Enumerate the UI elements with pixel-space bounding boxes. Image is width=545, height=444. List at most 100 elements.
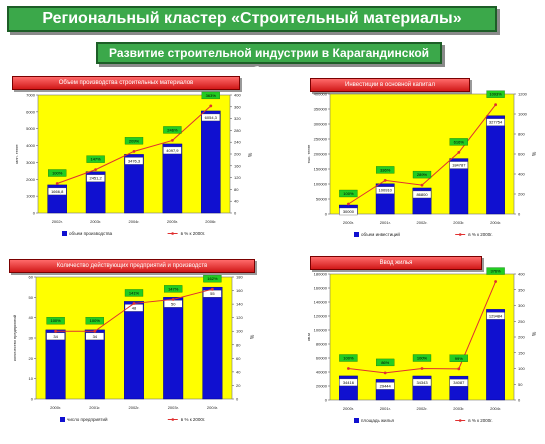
line-point <box>457 151 461 154</box>
line-point <box>494 103 497 107</box>
y2-tick-label: 80 <box>236 342 241 347</box>
y2-tick-label: 100 <box>518 366 525 371</box>
chart-production: 0 1000 2000 3000 4000 5000 6000 7000 0 40 80 120 160… <box>14 91 252 236</box>
y-tick-label: 200000 <box>314 152 328 157</box>
line-point <box>132 149 136 153</box>
line-data-label: 147% <box>168 286 179 291</box>
legend-label-bars: число предприятий <box>67 416 108 422</box>
bar-data-label: 55 <box>210 291 215 296</box>
y2-tick-label: 0 <box>236 397 239 402</box>
line-label-box <box>164 285 183 293</box>
y-tick-label: 20 <box>29 356 34 361</box>
line-data-label: 100% <box>90 318 101 323</box>
line-label-box <box>376 166 395 174</box>
line-label-box <box>203 275 222 283</box>
y2-tick-label: 200 <box>518 335 525 340</box>
legend-label-bars: площадь жилья <box>361 418 395 423</box>
y2-axis-title: % <box>248 335 254 340</box>
y2-tick-label: 400 <box>234 93 241 98</box>
x-tick-label: 2004г. <box>490 406 501 411</box>
y2-tick-label: 1200 <box>518 92 528 97</box>
line-point <box>420 367 424 370</box>
bar-label-box <box>376 382 395 390</box>
chart-title-production: Объем производства строительных материал… <box>12 76 240 90</box>
y2-tick-label: 320 <box>234 116 241 121</box>
line-label-box <box>486 90 505 98</box>
x-tick-label: 2003г. <box>453 406 464 411</box>
bar-label-box <box>86 174 105 182</box>
bar <box>85 171 106 214</box>
y2-tick-label: 200 <box>234 152 241 157</box>
legend-label-line: в % к 2000г. <box>468 232 492 237</box>
bar <box>162 143 183 214</box>
y2-tick-label: 50 <box>518 382 523 387</box>
line-label-box <box>48 169 67 177</box>
line-label-box <box>86 155 105 163</box>
chart-title-investment: Инвестиции в основной капитал <box>310 78 470 92</box>
line-label-box <box>124 289 144 297</box>
line-label-box <box>412 170 432 179</box>
line-data-label: 209% <box>129 138 140 143</box>
y-tick-label: 350000 <box>314 107 328 112</box>
bar-data-label: 100910 <box>379 188 393 193</box>
bar-data-label: 3476,3 <box>128 158 141 163</box>
y-tick-label: 30 <box>29 336 34 341</box>
y2-tick-label: 180 <box>236 275 243 280</box>
line-label-box <box>449 354 468 362</box>
x-tick-label: 2005г. <box>167 219 178 224</box>
bar-data-label: 30000 <box>343 209 355 214</box>
y-tick-label: 0 <box>325 212 328 217</box>
x-tick-label: 2001г. <box>380 406 391 411</box>
line-point <box>171 139 174 142</box>
legend-label-line: в % к 2000г. <box>181 231 205 236</box>
bar-label-box <box>339 378 358 387</box>
bar-data-label: 129484 <box>489 313 503 318</box>
y2-tick-label: 20 <box>236 383 241 388</box>
bar <box>163 297 184 400</box>
line-data-label: 86% <box>381 360 389 365</box>
bar-label-box <box>486 118 505 126</box>
legend-label-line: в % к 2000г. <box>181 417 205 422</box>
y-tick-label: 80000 <box>316 342 328 347</box>
bar <box>449 158 469 215</box>
y2-tick-label: 120 <box>234 175 241 180</box>
bar-data-label: 29444 <box>380 383 392 388</box>
y2-tick-label: 350 <box>518 287 525 292</box>
bar <box>124 154 144 214</box>
y-tick-label: 180000 <box>314 272 328 277</box>
y2-axis-title: % <box>246 153 252 158</box>
line-point <box>132 302 136 305</box>
y2-tick-label: 100 <box>236 329 243 334</box>
line-point <box>55 182 59 185</box>
bar-label-box <box>449 378 468 387</box>
line-label-box <box>449 138 468 146</box>
line-data-label: 289% <box>417 172 428 177</box>
y2-tick-label: 140 <box>236 302 243 307</box>
x-tick-label: 2002г. <box>417 220 428 225</box>
y-tick-label: 400000 <box>314 92 328 97</box>
y-tick-label: 40000 <box>316 370 328 375</box>
y-tick-label: 100000 <box>314 182 328 187</box>
bar-label-box <box>124 157 144 165</box>
bar <box>200 110 221 214</box>
bar-data-label: 327754 <box>489 120 503 125</box>
line-point <box>383 371 387 375</box>
bar-data-label: 6054,3 <box>205 115 218 120</box>
line-data-label: 147% <box>90 157 101 162</box>
line-label-box <box>376 358 395 367</box>
line-label-box <box>85 317 104 325</box>
y2-tick-label: 40 <box>234 199 239 204</box>
line-label-box <box>412 354 432 362</box>
y-tick-label: 160000 <box>314 286 328 291</box>
line-data-label: 100% <box>50 318 61 323</box>
line-point <box>494 280 497 283</box>
legend-swatch-bars <box>354 232 359 237</box>
bar <box>486 115 505 215</box>
bar-data-label: 2451,2 <box>89 176 102 181</box>
y-tick-label: 7000 <box>26 93 36 98</box>
y2-tick-label: 250 <box>518 319 525 324</box>
bar-label-box <box>48 187 67 196</box>
y2-tick-label: 400 <box>518 272 525 277</box>
y-tick-label: 20000 <box>316 384 328 389</box>
y-tick-label: 150000 <box>314 167 328 172</box>
